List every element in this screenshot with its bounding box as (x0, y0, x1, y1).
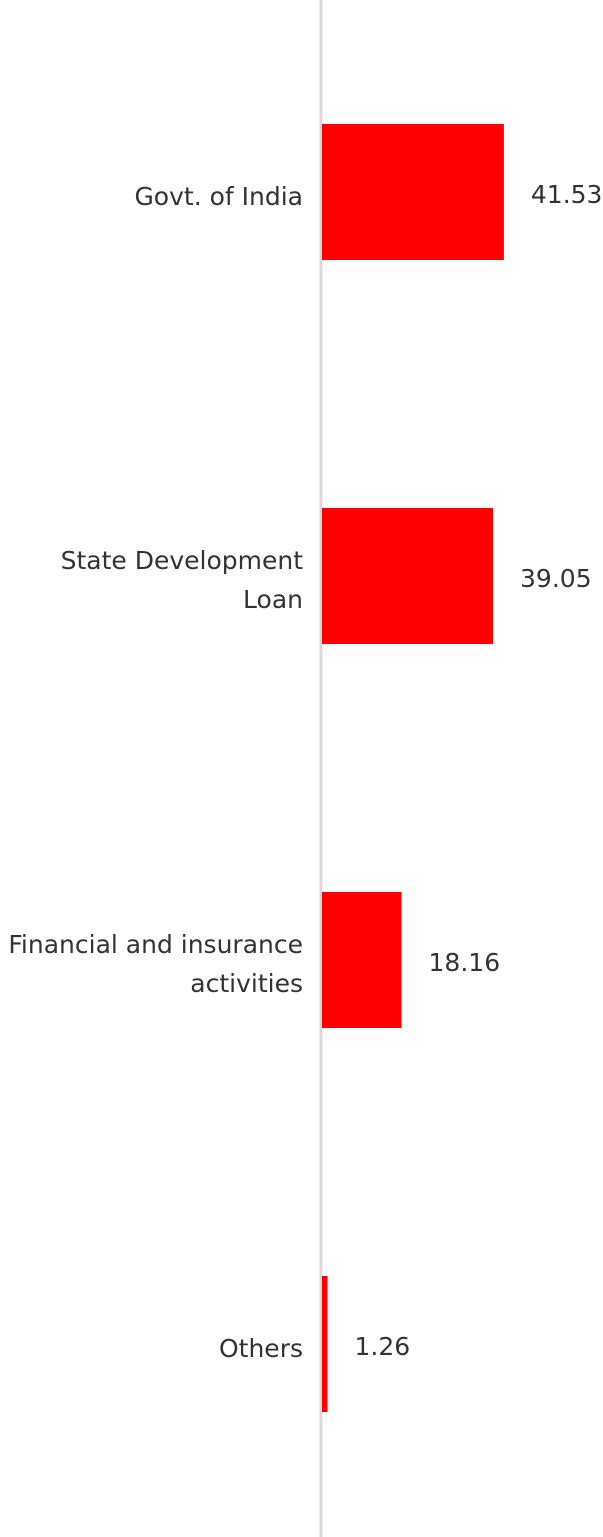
value-label: 39.05 (520, 564, 592, 593)
category-label: State Development Loan (0, 520, 303, 640)
bar (322, 508, 494, 644)
value-label: 18.16 (429, 948, 501, 977)
category-text: Others (218, 1333, 303, 1363)
bar (322, 124, 504, 260)
bar (322, 1276, 328, 1412)
category-label: Others (0, 1288, 303, 1408)
category-label: Govt. of India (0, 136, 303, 256)
value-label: 41.53 (531, 180, 603, 209)
category-text: State Development Loan (60, 546, 303, 614)
category-label: Financial and insurance activities (0, 904, 303, 1024)
value-label: 1.26 (355, 1332, 411, 1361)
bar (322, 892, 402, 1028)
category-text: Govt. of India (134, 181, 303, 211)
category-text: Financial and insurance activities (8, 930, 303, 998)
